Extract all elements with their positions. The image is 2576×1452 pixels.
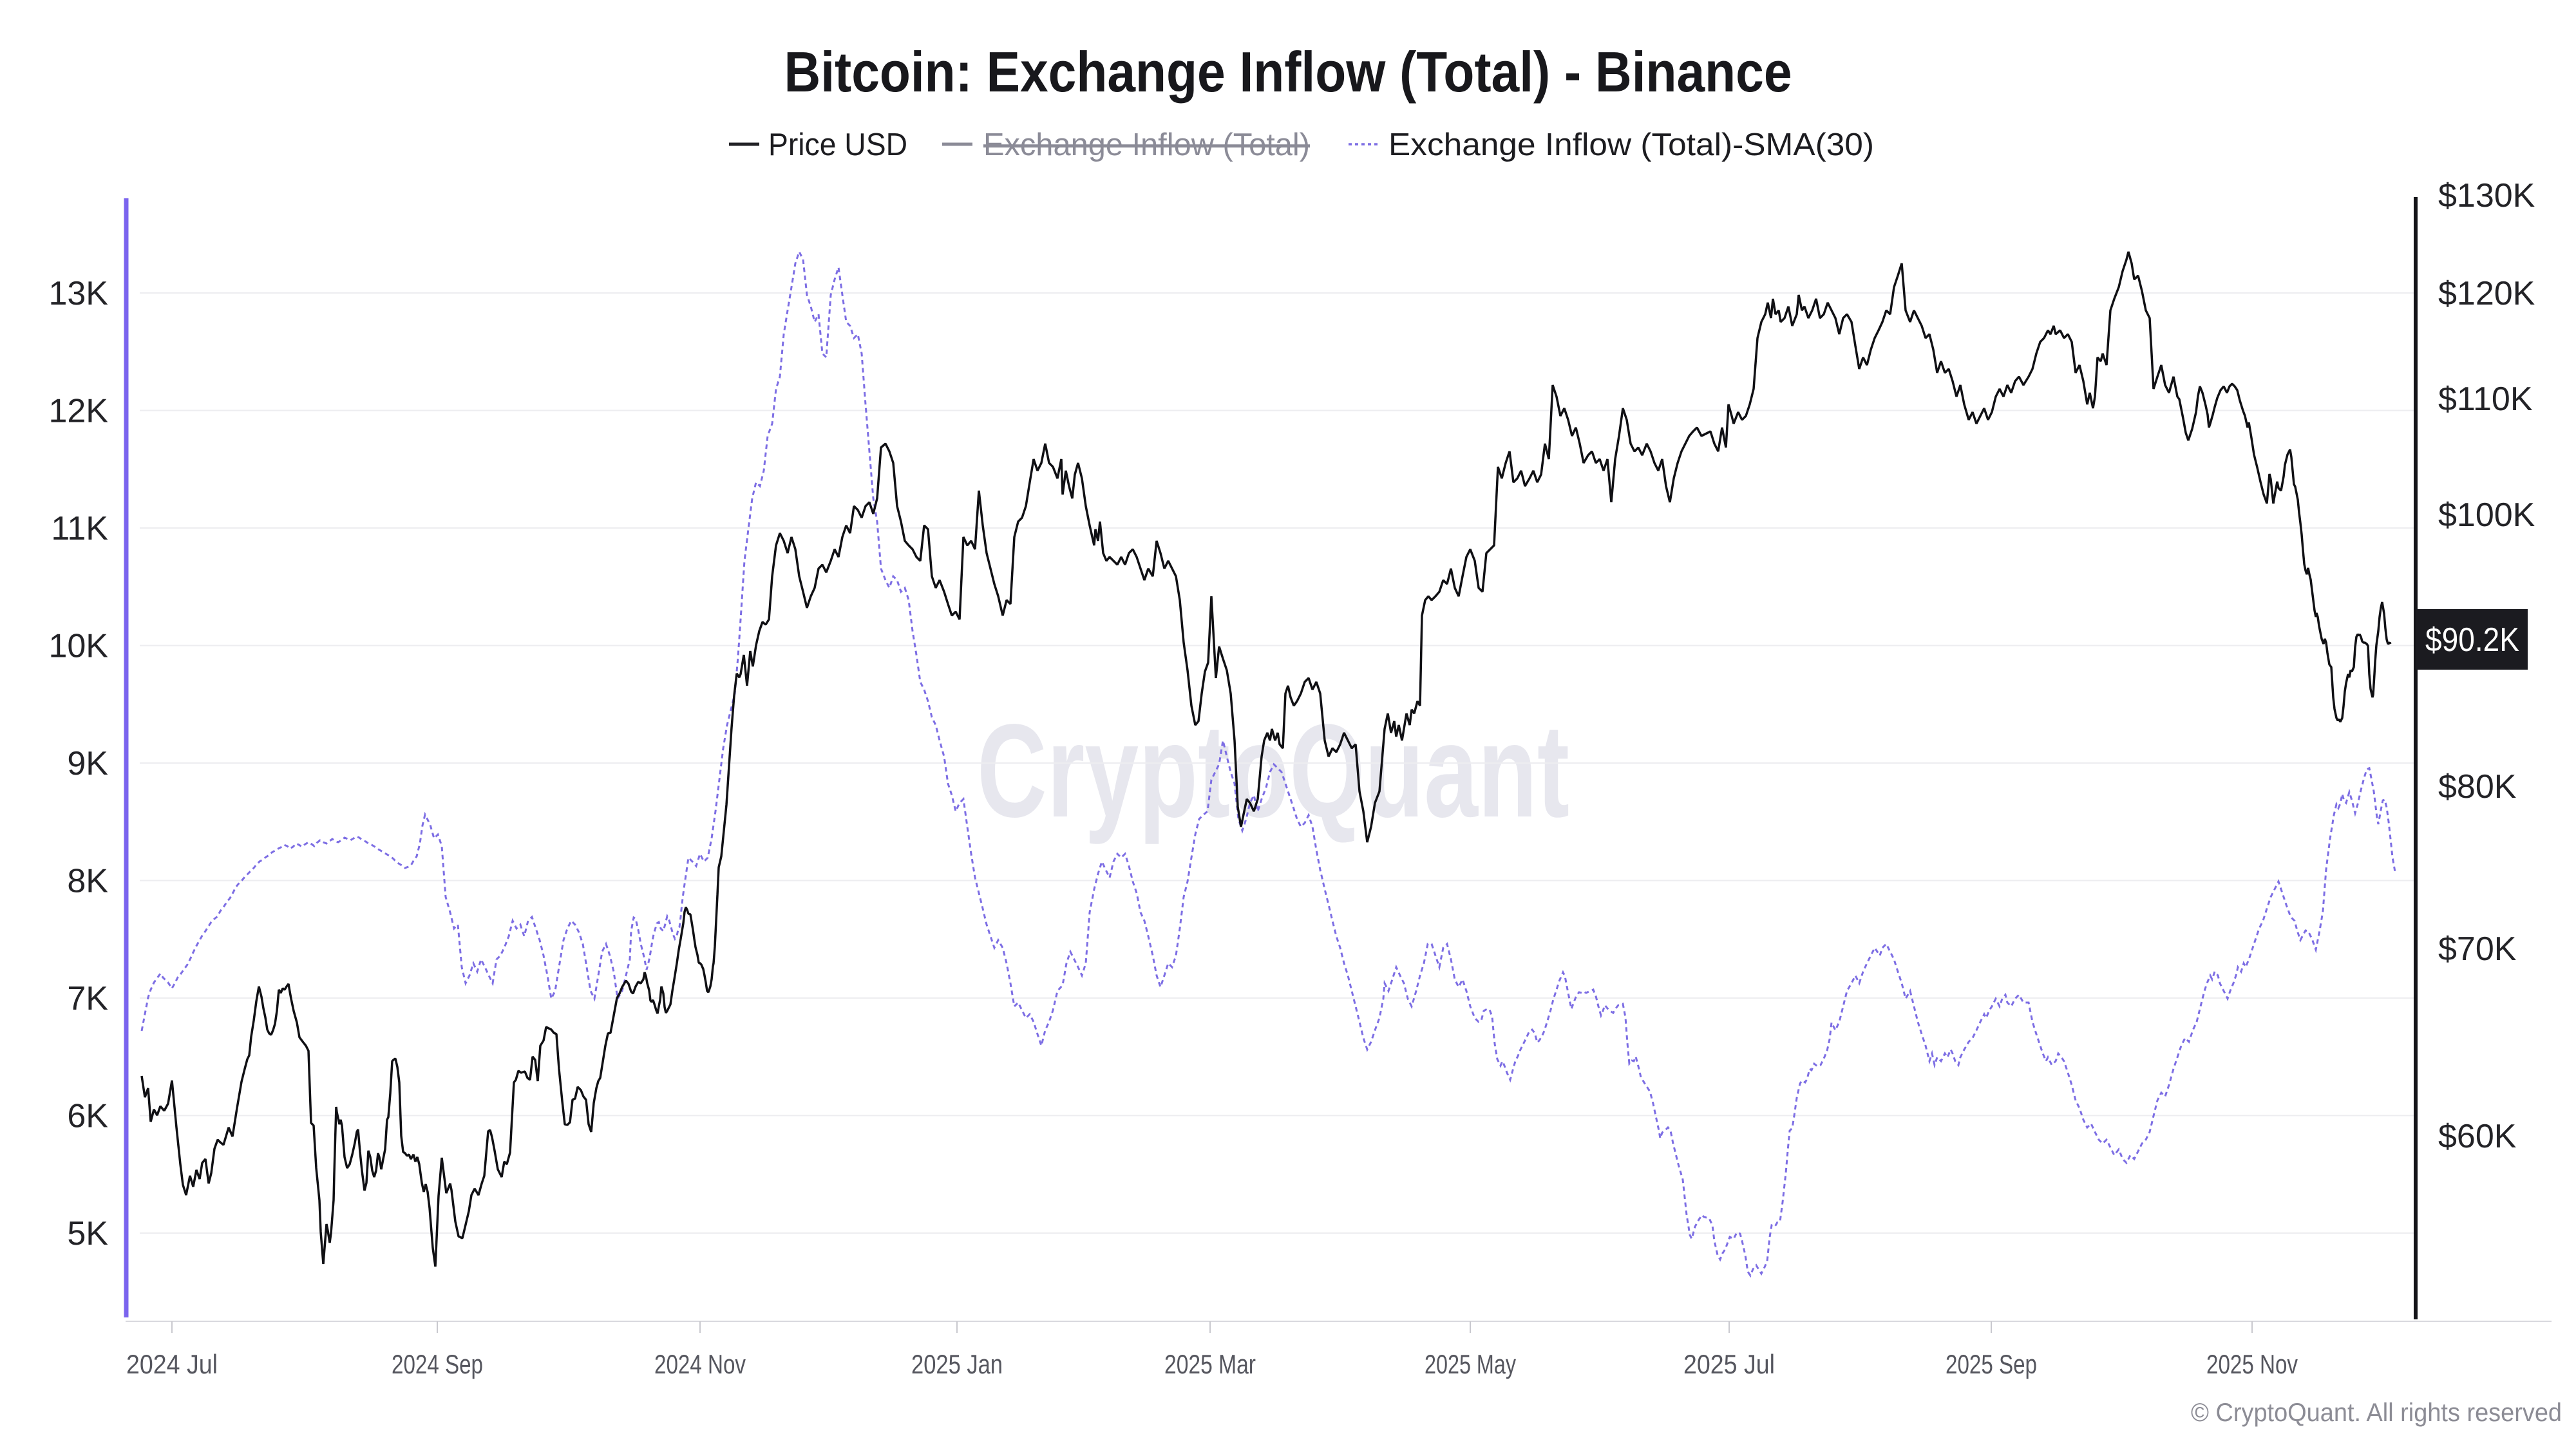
svg-text:7K: 7K [67, 980, 108, 1017]
svg-text:12K: 12K [48, 393, 108, 430]
svg-text:10K: 10K [48, 628, 108, 665]
svg-text:5K: 5K [67, 1215, 108, 1252]
svg-text:2025 Jan: 2025 Jan [911, 1349, 1003, 1379]
svg-text:2025 Nov: 2025 Nov [2206, 1349, 2298, 1379]
svg-text:2024 Nov: 2024 Nov [654, 1349, 746, 1379]
svg-text:2024 Jul: 2024 Jul [126, 1349, 218, 1379]
svg-text:8K: 8K [67, 863, 108, 900]
svg-text:6K: 6K [67, 1098, 108, 1135]
svg-text:2025 Mar: 2025 Mar [1164, 1349, 1256, 1379]
svg-text:9K: 9K [67, 745, 108, 782]
svg-text:2025 Jul: 2025 Jul [1683, 1349, 1775, 1379]
svg-text:13K: 13K [48, 275, 108, 312]
svg-text:© CryptoQuant. All rights rese: © CryptoQuant. All rights reserved [2191, 1399, 2562, 1427]
svg-text:$80K: $80K [2438, 768, 2517, 806]
svg-text:$90.2K: $90.2K [2425, 621, 2519, 659]
svg-text:2025 Sep: 2025 Sep [1946, 1349, 2037, 1379]
svg-text:2024 Sep: 2024 Sep [392, 1349, 483, 1379]
svg-text:11K: 11K [51, 510, 108, 547]
svg-text:$60K: $60K [2438, 1118, 2517, 1155]
svg-text:$70K: $70K [2438, 930, 2517, 968]
svg-text:Bitcoin: Exchange Inflow (Tota: Bitcoin: Exchange Inflow (Total) - Binan… [784, 40, 1792, 104]
svg-text:Exchange Inflow (Total)-SMA(30: Exchange Inflow (Total)-SMA(30) [1388, 127, 1874, 162]
svg-text:2025 May: 2025 May [1425, 1349, 1516, 1379]
svg-text:$100K: $100K [2438, 496, 2535, 534]
svg-text:CryptoQuant: CryptoQuant [977, 697, 1569, 845]
svg-text:$110K: $110K [2438, 381, 2533, 418]
svg-text:Price USD: Price USD [768, 127, 907, 162]
svg-text:Exchange Inflow (Total): Exchange Inflow (Total) [983, 127, 1310, 162]
svg-text:$130K: $130K [2438, 177, 2535, 214]
svg-text:$120K: $120K [2438, 275, 2535, 312]
